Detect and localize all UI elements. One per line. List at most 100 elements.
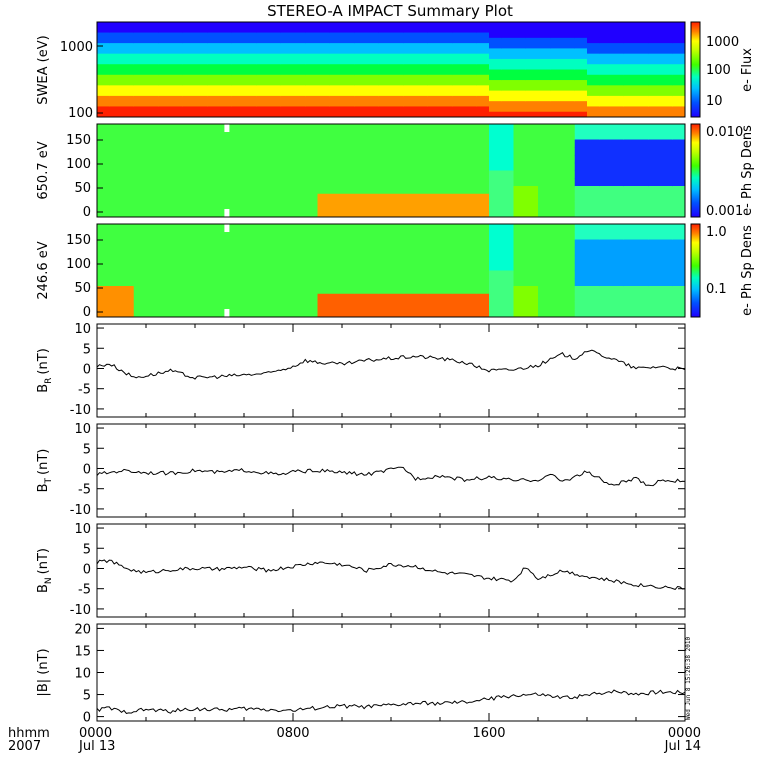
- pad-cell: [538, 255, 551, 264]
- pad-cell: [611, 139, 625, 148]
- swea-cell: [538, 43, 551, 49]
- pad-cell: [329, 247, 343, 256]
- pad-cell: [268, 262, 282, 271]
- pad-cell: [489, 301, 502, 310]
- pad-cell: [342, 193, 355, 202]
- swea-cell: [574, 95, 588, 102]
- pad-cell: [587, 139, 600, 148]
- swea-cell: [611, 32, 625, 39]
- pad-cell: [501, 255, 514, 264]
- swea-cell: [574, 58, 588, 65]
- pad-cell: [170, 255, 184, 264]
- pad-cell: [133, 247, 147, 256]
- swea-cell: [574, 27, 588, 34]
- pad-cell: [378, 201, 392, 210]
- pad-cell: [501, 170, 514, 179]
- pad-cell: [611, 155, 625, 164]
- pad-cell: [623, 224, 637, 233]
- pad-cell: [440, 301, 453, 310]
- swea-cell: [133, 37, 147, 44]
- swea-cell: [219, 43, 233, 49]
- swea-cell: [121, 32, 135, 39]
- swea-cell: [231, 80, 245, 86]
- pad-cell: [525, 247, 539, 256]
- pad-cell: [636, 255, 649, 264]
- pad-cell: [660, 201, 674, 210]
- line-frame: [96, 523, 686, 618]
- swea-cell: [562, 95, 576, 102]
- pad-cell: [587, 193, 600, 202]
- swea-cell: [317, 106, 331, 113]
- pad-cell: [562, 247, 576, 256]
- pad-cell: [354, 124, 367, 133]
- swea-cell: [133, 69, 147, 76]
- pad-cell: [207, 231, 220, 240]
- pad-cell: [513, 193, 527, 202]
- pad-cell: [403, 124, 416, 133]
- pad-cell: [403, 247, 416, 256]
- swea-cell: [525, 22, 539, 28]
- swea-cell: [599, 90, 612, 97]
- pad-frame: [96, 123, 686, 218]
- pad-cell: [256, 270, 269, 279]
- pad-cell: [562, 201, 576, 210]
- pad-cell: [538, 178, 551, 187]
- swea-cell: [231, 64, 245, 70]
- pad-cell: [403, 201, 416, 210]
- pad-cell: [452, 239, 465, 248]
- pad-cell: [378, 224, 392, 233]
- pad-cell: [623, 193, 637, 202]
- pad-cell: [293, 231, 306, 240]
- swea-cell: [244, 85, 257, 92]
- pad-cell: [427, 270, 441, 279]
- swea-cell: [538, 58, 551, 65]
- swea-cell: [476, 101, 490, 107]
- swea-cell: [158, 111, 171, 118]
- pad-cell: [611, 131, 625, 140]
- swea-cell: [562, 48, 576, 55]
- swea-cell: [501, 69, 514, 76]
- swea-cell: [648, 80, 661, 86]
- pad-cell: [244, 262, 257, 271]
- pad-cell: [342, 247, 355, 256]
- pad-cell: [378, 278, 392, 287]
- swea-cell: [525, 58, 539, 65]
- swea-cell: [109, 90, 122, 97]
- pad-cell: [195, 231, 208, 240]
- swea-cell: [256, 43, 269, 49]
- swea-cell: [513, 74, 527, 81]
- pad-cell: [146, 147, 159, 156]
- line-ytick: 10: [74, 422, 91, 437]
- pad-cell: [660, 193, 674, 202]
- swea-cell: [231, 106, 245, 113]
- swea-cell: [305, 58, 318, 65]
- pad-cell: [611, 124, 625, 133]
- swea-cell: [562, 85, 576, 92]
- pad-cell: [562, 224, 576, 233]
- swea-cell: [317, 85, 331, 92]
- swea-cell: [464, 43, 478, 49]
- swea-cell: [207, 95, 220, 102]
- swea-cell: [427, 58, 441, 65]
- swea-cell: [354, 69, 367, 76]
- pad-cell: [489, 293, 502, 302]
- swea-cell: [525, 69, 539, 76]
- pad-cell: [599, 201, 612, 210]
- swea-cell: [170, 48, 184, 55]
- pad-cell: [611, 278, 625, 287]
- swea-cell: [660, 106, 674, 113]
- pad-cell: [378, 309, 392, 318]
- swea-cell: [293, 106, 306, 113]
- pad-cell: [501, 309, 514, 318]
- swea-cell: [182, 58, 196, 65]
- pad-cell: [562, 186, 576, 195]
- line-series: [96, 349, 686, 380]
- pad-cell: [476, 286, 490, 295]
- pad-cell: [562, 124, 576, 133]
- swea-cell: [305, 48, 318, 55]
- pad-cell: [378, 247, 392, 256]
- swea-cell: [403, 32, 416, 39]
- swea-cell: [293, 53, 306, 60]
- swea-cell: [476, 85, 490, 92]
